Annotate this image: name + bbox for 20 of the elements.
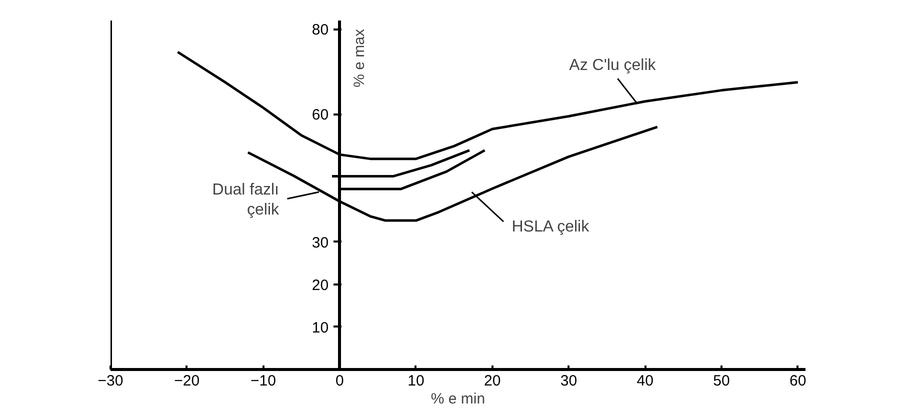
annotation: Dual fazlı çelik bbox=[212, 181, 280, 219]
x-axis-title: % e min bbox=[430, 390, 486, 408]
x-tick-label: 20 bbox=[484, 372, 501, 390]
annotation: HSLA çelik bbox=[512, 218, 590, 236]
x-tick-label: 50 bbox=[713, 372, 730, 390]
x-tick-label: 10 bbox=[408, 372, 424, 390]
x-tick-label: 60 bbox=[790, 372, 806, 390]
annotation: Az C'lu çelik bbox=[569, 56, 657, 74]
y-tick-label: 10 bbox=[312, 319, 329, 336]
y-tick-label: 60 bbox=[312, 106, 329, 124]
y-tick-label: 80 bbox=[312, 22, 329, 39]
y-tick-label: 20 bbox=[312, 276, 329, 294]
x-tick-label: −30 bbox=[98, 372, 124, 390]
x-tick-label: 40 bbox=[636, 372, 654, 390]
y-tick-label: 30 bbox=[312, 234, 329, 252]
x-tick-label: −20 bbox=[174, 372, 200, 390]
x-tick-label: 0 bbox=[335, 372, 344, 390]
y-axis-title: % e max bbox=[351, 28, 368, 88]
x-tick-label: 30 bbox=[560, 372, 578, 390]
x-tick-label: −10 bbox=[250, 372, 276, 390]
